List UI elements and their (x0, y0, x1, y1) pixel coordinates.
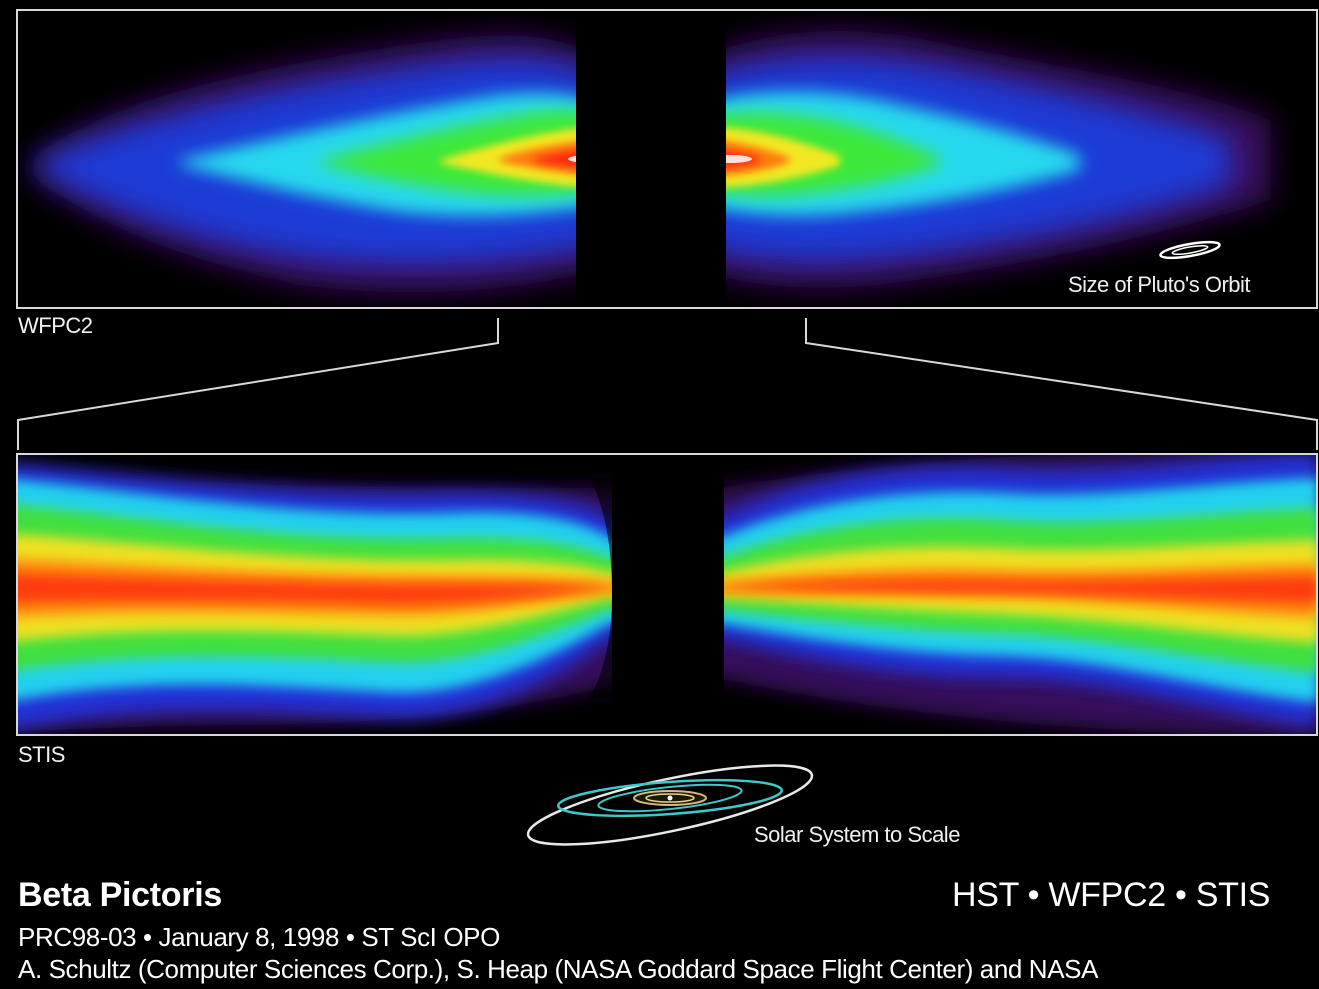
stis-image-panel (0, 448, 1319, 740)
solar-system-label: Solar System to Scale (754, 822, 960, 847)
credit-line: A. Schultz (Computer Sciences Corp.), S.… (18, 954, 1099, 984)
stis-label: STIS (18, 742, 65, 767)
pluto-orbit-label: Size of Pluto's Orbit (1068, 272, 1251, 297)
stis-disk-image (16, 453, 1318, 736)
zoom-connector-lines (17, 318, 1318, 450)
image-title: Beta Pictoris (18, 876, 222, 914)
pluto-orbit-icon (1159, 240, 1221, 260)
release-line: PRC98-03 • January 8, 1998 • ST ScI OPO (18, 922, 500, 952)
wfpc2-image-panel (0, 0, 1319, 340)
wfpc2-disk-image (16, 9, 1318, 309)
wfpc2-label: WFPC2 (18, 313, 93, 338)
wfpc2-frame (16, 9, 1318, 309)
stis-frame (16, 453, 1318, 736)
instruments-label: HST • WFPC2 • STIS (952, 876, 1271, 914)
solar-system-orbits-icon (526, 764, 814, 846)
